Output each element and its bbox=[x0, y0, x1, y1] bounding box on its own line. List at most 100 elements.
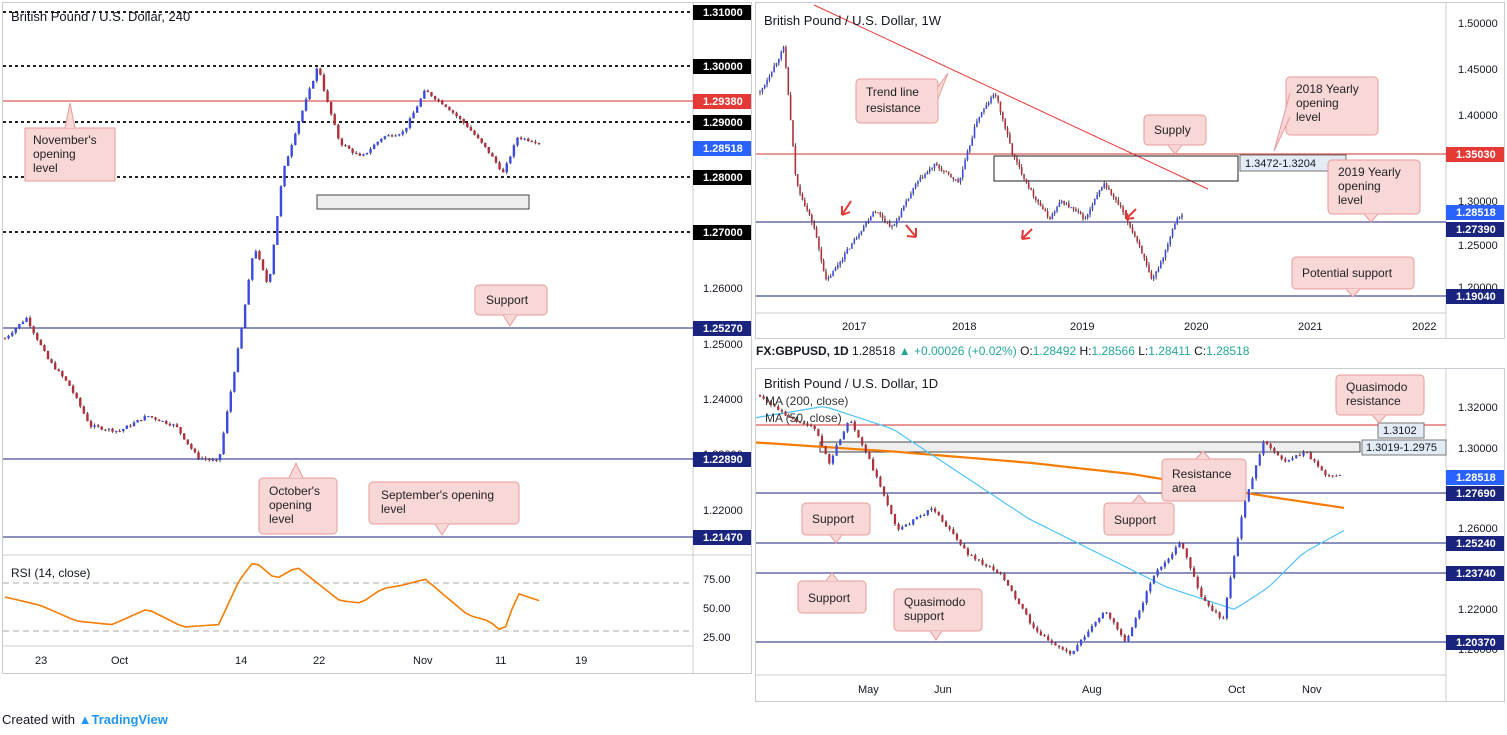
candle-body bbox=[882, 486, 886, 496]
candle-body bbox=[947, 171, 950, 175]
arrow-markers bbox=[841, 200, 1137, 240]
rsi-title: RSI (14, close) bbox=[11, 566, 90, 580]
current-price-flag: 1.28518 bbox=[1456, 472, 1496, 484]
ma50-line bbox=[756, 406, 1345, 610]
candle-body bbox=[802, 422, 805, 424]
candle-body bbox=[1176, 218, 1179, 224]
candle-body bbox=[803, 199, 806, 206]
candle-body bbox=[921, 177, 924, 179]
candle-body bbox=[777, 406, 780, 410]
candle-body bbox=[801, 194, 804, 200]
svg-text:opening: opening bbox=[1296, 96, 1339, 110]
candle-body bbox=[875, 470, 878, 477]
candle-body bbox=[1338, 475, 1342, 477]
daily-chart-panel[interactable]: 1.3019-1.2975 1.3102 1.32000 1.30000 1.2… bbox=[755, 368, 1505, 702]
candle-body bbox=[820, 248, 823, 261]
candle-body bbox=[36, 333, 39, 340]
candle-body bbox=[976, 121, 978, 127]
candle-body bbox=[1096, 194, 1098, 200]
candle-body bbox=[319, 68, 322, 75]
candle-body bbox=[831, 455, 835, 464]
callout-support-left1: Support bbox=[801, 502, 871, 544]
candle-body bbox=[1207, 600, 1210, 606]
candle-body bbox=[433, 96, 437, 100]
candle-body bbox=[18, 324, 21, 329]
tradingview-brand[interactable]: TradingView bbox=[91, 712, 168, 727]
candle-body bbox=[501, 169, 505, 173]
candle-body bbox=[1091, 204, 1094, 210]
price-tick: 1.32000 bbox=[1458, 402, 1498, 414]
candle-body bbox=[758, 395, 762, 397]
candle-body bbox=[182, 433, 186, 440]
candle-body bbox=[1229, 577, 1232, 598]
candle-body bbox=[1247, 489, 1250, 502]
candle-body bbox=[897, 523, 900, 530]
candle-body bbox=[136, 420, 139, 423]
candle-body bbox=[912, 519, 915, 525]
candle-body bbox=[959, 539, 962, 545]
h4-chart-panel[interactable]: 1.31000 1.30000 1.29000 1.28000 1.27000 … bbox=[2, 2, 752, 674]
candle-body bbox=[168, 423, 172, 426]
candle-body bbox=[200, 458, 204, 460]
candle-body bbox=[981, 559, 984, 565]
rsi-tick: 25.00 bbox=[703, 632, 731, 644]
candle-body bbox=[769, 401, 773, 406]
candle-body bbox=[778, 58, 780, 64]
candle-body bbox=[1101, 187, 1103, 191]
x-tick: 2021 bbox=[1298, 321, 1322, 333]
callout-qm-resistance: Quasimodo resistance bbox=[1335, 374, 1425, 424]
candle-body bbox=[780, 51, 783, 59]
candle-body bbox=[39, 339, 43, 346]
candle-body bbox=[1006, 128, 1009, 135]
candle-body bbox=[1134, 618, 1137, 628]
x-tick: 2017 bbox=[842, 321, 866, 333]
candle-body bbox=[957, 179, 959, 183]
candle-body bbox=[1218, 612, 1221, 618]
candle-body bbox=[919, 177, 922, 181]
candle-body bbox=[818, 237, 820, 249]
svg-text:level: level bbox=[1296, 110, 1321, 124]
candle-body bbox=[1082, 213, 1084, 219]
candle-body bbox=[971, 138, 973, 146]
candle-body bbox=[846, 422, 849, 432]
svg-text:2018 Yearly: 2018 Yearly bbox=[1296, 82, 1359, 96]
price-tick: 1.45000 bbox=[1458, 64, 1498, 76]
candle-body bbox=[1065, 649, 1068, 652]
candle-body bbox=[974, 555, 977, 560]
candle-body bbox=[901, 526, 904, 530]
weekly-chart-panel[interactable]: 1.3472-1.3204 1.50000 1.45000 1.40000 1.… bbox=[755, 2, 1505, 339]
candle-body bbox=[1174, 223, 1176, 230]
candle-body bbox=[157, 419, 161, 422]
candle-body bbox=[908, 524, 911, 526]
price-flag: 1.27000 bbox=[703, 227, 743, 239]
footer-credit: Created with ▲TradingView bbox=[2, 712, 168, 727]
candle-body bbox=[466, 123, 469, 128]
candle-body bbox=[1011, 143, 1014, 154]
svg-text:resistance: resistance bbox=[1346, 394, 1401, 408]
candle-body bbox=[272, 244, 275, 275]
candle-body bbox=[1084, 217, 1087, 219]
candle-body bbox=[1276, 452, 1280, 456]
candle-body bbox=[952, 177, 955, 180]
candle-body bbox=[423, 90, 426, 99]
candle-body bbox=[1021, 603, 1024, 609]
candle-body bbox=[912, 187, 915, 194]
candle-body bbox=[813, 425, 816, 430]
candle-body bbox=[1060, 200, 1063, 203]
rsi-tick: 50.00 bbox=[703, 603, 731, 615]
x-tick: 14 bbox=[235, 655, 247, 667]
candle-body bbox=[480, 138, 483, 143]
candle-body bbox=[850, 421, 853, 423]
candle-body bbox=[928, 168, 931, 172]
candle-body bbox=[408, 118, 412, 128]
candle-body bbox=[861, 437, 864, 445]
candle-body bbox=[1101, 613, 1104, 619]
candle-body bbox=[879, 476, 882, 487]
price-flag: 1.29000 bbox=[703, 117, 743, 129]
candle-body bbox=[1298, 455, 1301, 457]
candle-body bbox=[865, 221, 867, 227]
candle-body bbox=[923, 514, 926, 516]
candle-body bbox=[874, 212, 877, 214]
candle-body bbox=[990, 97, 992, 103]
open-value: 1.28492 bbox=[1032, 344, 1077, 358]
